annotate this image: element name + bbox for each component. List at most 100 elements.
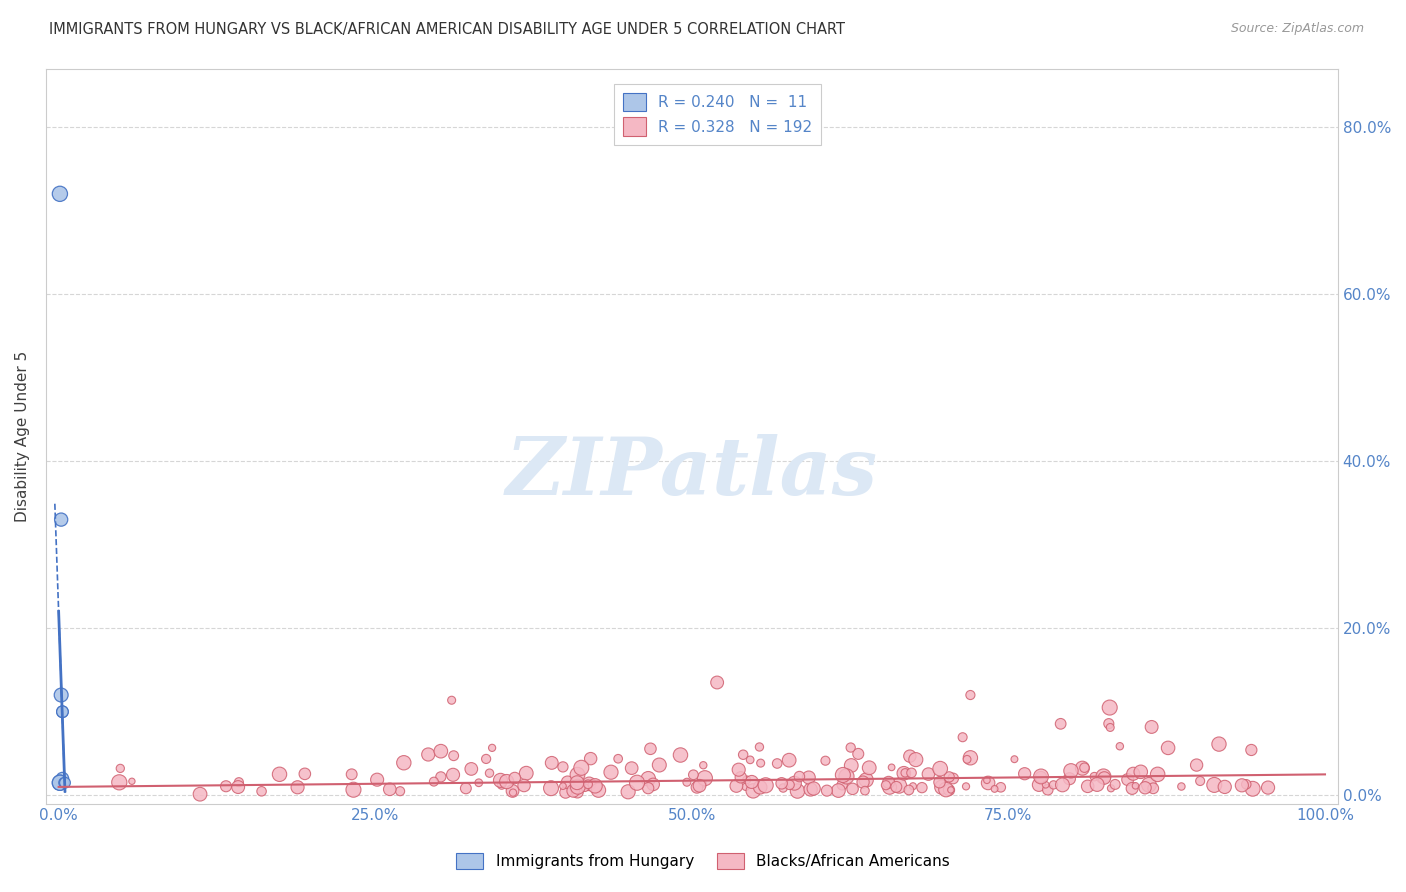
Point [772, 780, 794, 795]
Point [938, 770, 960, 784]
Point [468, 776, 491, 790]
Point [1257, 780, 1279, 795]
Point [565, 775, 588, 789]
Point [730, 770, 752, 784]
Point [648, 758, 671, 772]
Point [49, 776, 72, 790]
Point [894, 765, 917, 780]
Point [51, 513, 73, 527]
Point [900, 765, 922, 780]
Point [797, 771, 820, 785]
Point [800, 782, 823, 797]
Point [1142, 781, 1164, 796]
Point [1060, 764, 1083, 778]
Point [928, 775, 950, 789]
Point [226, 780, 249, 794]
Point [1104, 777, 1126, 791]
Point [489, 773, 512, 788]
Point [689, 779, 711, 793]
Point [1014, 766, 1036, 780]
Point [49, 776, 72, 790]
Point [879, 780, 901, 795]
Point [1052, 778, 1074, 792]
Point [852, 775, 875, 789]
Point [706, 675, 728, 690]
Point [607, 752, 630, 766]
Point [583, 779, 606, 793]
Point [1137, 778, 1160, 792]
Point [578, 777, 600, 791]
Point [567, 785, 589, 799]
Point [741, 775, 763, 789]
Point [1077, 780, 1099, 794]
Point [637, 772, 659, 786]
Point [502, 786, 524, 800]
Point [554, 785, 576, 799]
Point [643, 777, 665, 791]
Point [1234, 777, 1257, 791]
Point [783, 776, 806, 790]
Point [569, 761, 592, 775]
Point [693, 771, 716, 785]
Point [841, 781, 863, 796]
Point [228, 775, 250, 789]
Point [378, 782, 401, 797]
Point [839, 758, 862, 772]
Point [1099, 781, 1122, 796]
Point [938, 783, 960, 797]
Point [567, 780, 589, 794]
Point [1028, 778, 1050, 792]
Point [188, 787, 211, 801]
Point [1085, 777, 1108, 791]
Text: Source: ZipAtlas.com: Source: ZipAtlas.com [1230, 22, 1364, 36]
Point [831, 768, 853, 782]
Point [423, 774, 446, 789]
Point [366, 772, 388, 787]
Point [121, 774, 143, 789]
Point [814, 754, 837, 768]
Point [803, 781, 825, 796]
Point [51, 705, 73, 719]
Point [1092, 771, 1115, 785]
Point [1140, 720, 1163, 734]
Point [269, 767, 291, 781]
Point [766, 756, 789, 771]
Point [779, 778, 801, 792]
Point [1059, 772, 1081, 786]
Point [588, 783, 610, 797]
Point [893, 766, 915, 780]
Point [460, 762, 482, 776]
Point [880, 760, 903, 774]
Point [939, 783, 962, 797]
Point [491, 778, 513, 792]
Point [640, 741, 662, 756]
Point [917, 767, 939, 781]
Point [52, 776, 75, 790]
Point [976, 773, 998, 788]
Point [430, 770, 453, 784]
Point [1098, 716, 1121, 731]
Point [749, 780, 772, 795]
Point [1241, 781, 1264, 796]
Point [1108, 739, 1130, 754]
Point [1133, 780, 1156, 795]
Point [929, 762, 952, 776]
Point [911, 780, 934, 795]
Point [1185, 758, 1208, 772]
Point [1204, 778, 1226, 792]
Point [733, 747, 755, 762]
Point [855, 772, 877, 787]
Point [887, 779, 910, 793]
Point [931, 780, 953, 794]
Point [942, 772, 965, 786]
Point [1042, 778, 1064, 792]
Point [846, 747, 869, 761]
Point [770, 776, 793, 790]
Point [340, 767, 363, 781]
Point [540, 781, 562, 796]
Y-axis label: Disability Age Under 5: Disability Age Under 5 [15, 351, 30, 522]
Point [749, 756, 772, 771]
Point [898, 749, 921, 764]
Point [503, 771, 526, 785]
Point [1170, 780, 1192, 794]
